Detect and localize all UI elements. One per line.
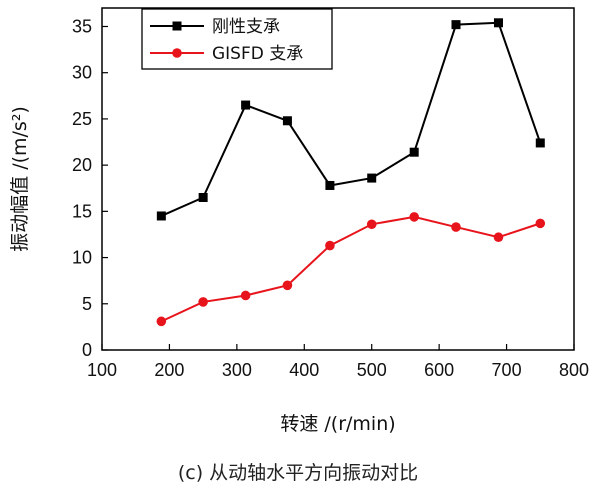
y-axis: 0 5 10 15 20 25 30 35 xyxy=(72,16,108,360)
y-tick-label: 35 xyxy=(72,16,92,36)
legend-box xyxy=(141,8,333,70)
x-tick-label: 500 xyxy=(357,360,387,380)
y-tick-label: 25 xyxy=(72,109,92,129)
chart: 100 200 300 400 500 600 700 800 05101520253035 … xyxy=(9,7,589,435)
series-line xyxy=(160,215,541,323)
plot-border xyxy=(101,7,575,351)
data-point xyxy=(535,218,546,229)
data-point xyxy=(282,116,292,126)
data-point xyxy=(493,232,504,243)
x-axis-title: 转速 /(r/min) xyxy=(280,413,395,435)
x-axis: 100 200 300 400 500 600 700 800 xyxy=(87,344,589,380)
series-line xyxy=(160,21,542,217)
y-tick-label: 20 xyxy=(72,155,92,175)
legend: 刚性支承 GISFD 支承 xyxy=(141,8,333,70)
y-axis-title: 振动幅值 /(m/s²) xyxy=(9,106,31,252)
data-point xyxy=(156,316,167,327)
figure-caption: (c) 从动轴水平方向振动对比 xyxy=(177,462,419,484)
data-point xyxy=(325,180,335,190)
data-point xyxy=(240,290,251,301)
legend-marker xyxy=(172,48,182,58)
legend-label: 刚性支承 xyxy=(212,17,280,37)
y-tick-label: 5 xyxy=(82,294,92,314)
data-point xyxy=(409,147,419,157)
x-tick-label: 700 xyxy=(492,360,522,380)
data-point xyxy=(241,100,251,110)
data-point xyxy=(325,240,335,251)
data-point xyxy=(535,138,545,148)
x-tick-label: 800 xyxy=(559,360,589,380)
plot-frame xyxy=(101,7,575,351)
data-point xyxy=(198,297,208,307)
series-1 xyxy=(156,18,545,221)
data-point xyxy=(493,18,503,28)
data-point xyxy=(198,192,208,202)
y-tick-label: 30 xyxy=(72,63,92,83)
data-point xyxy=(282,280,293,291)
data-point xyxy=(409,212,419,222)
data-point xyxy=(451,222,461,232)
x-tick-label: 100 xyxy=(87,360,117,380)
series-2 xyxy=(156,212,546,327)
legend-marker xyxy=(172,21,182,31)
x-tick-label: 600 xyxy=(424,360,454,380)
data-point xyxy=(367,173,377,183)
y-tick-label: 10 xyxy=(72,248,92,268)
legend-label: GISFD 支承 xyxy=(212,44,303,64)
data-point xyxy=(366,219,377,230)
series-layer xyxy=(156,18,546,327)
data-point xyxy=(451,20,461,30)
x-tick-label: 200 xyxy=(154,360,184,380)
y-tick-label: 0 xyxy=(82,340,92,360)
x-tick-label: 300 xyxy=(222,360,252,380)
y-tick-label: 15 xyxy=(72,201,92,221)
x-tick-label: 400 xyxy=(289,360,319,380)
data-point xyxy=(156,211,166,221)
